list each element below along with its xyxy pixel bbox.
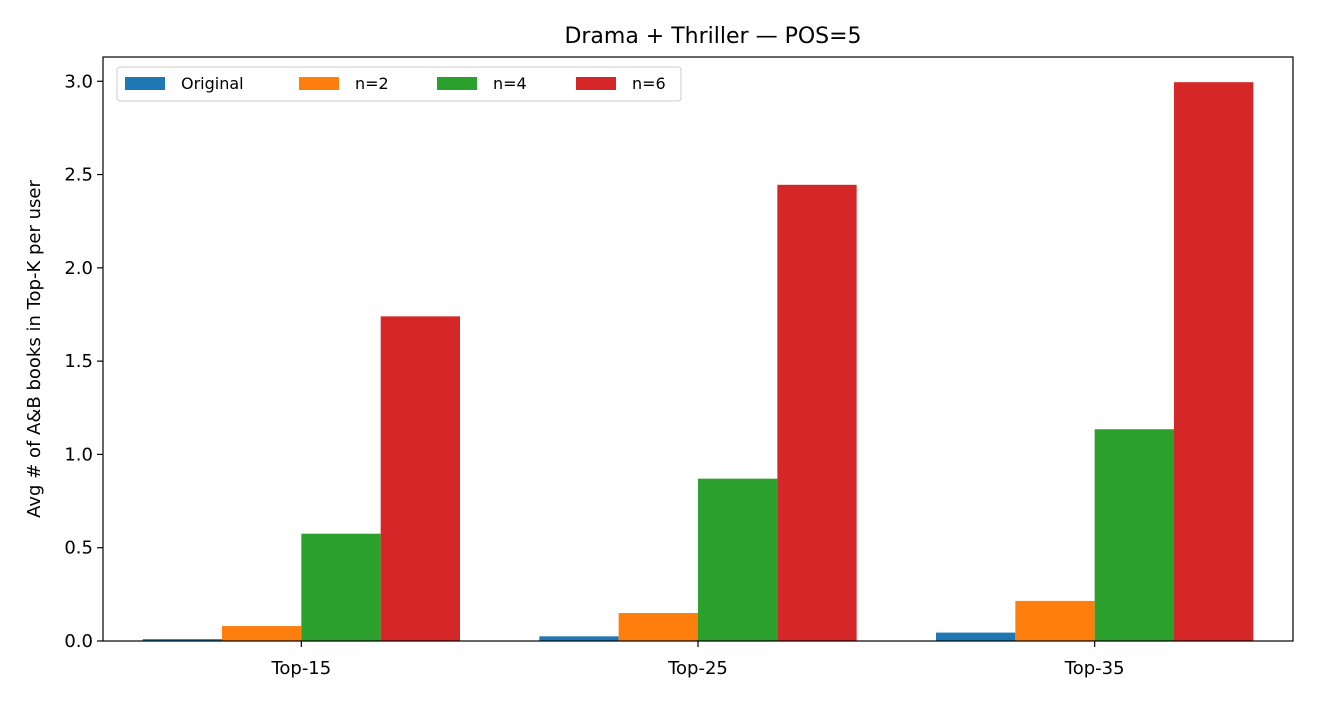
- y-tick-label: 1.5: [64, 351, 93, 372]
- legend-label: Original: [181, 74, 244, 93]
- bar-top-25-n6: [777, 184, 857, 641]
- x-tick-label: Top-35: [1064, 658, 1125, 679]
- y-tick-label: 3.0: [64, 71, 93, 92]
- legend-label: n=4: [493, 74, 527, 93]
- bar-top-35-original: [936, 632, 1016, 641]
- bar-top-25-n4: [698, 478, 778, 641]
- y-tick-label: 1.0: [64, 444, 93, 465]
- y-tick-label: 2.5: [64, 165, 93, 186]
- y-tick-label: 0.0: [64, 631, 93, 652]
- bar-top-35-n2: [1015, 600, 1095, 641]
- bar-top-35-n4: [1094, 429, 1174, 641]
- y-axis-label: Avg # of A&B books in Top-K per user: [24, 180, 45, 518]
- bar-top-15-n2: [222, 626, 302, 641]
- legend-swatch: [299, 77, 339, 90]
- legend: Original n=2 n=4 n=6: [116, 66, 682, 102]
- chart-title: Drama + Thriller — POS=5: [564, 24, 861, 49]
- x-tick-label: Top-15: [270, 658, 331, 679]
- y-tick-label: 2.0: [64, 258, 93, 279]
- y-tick-label: 0.5: [64, 538, 93, 559]
- x-tick-label: Top-25: [667, 658, 728, 679]
- bar-top-15-n6: [380, 316, 460, 641]
- legend-swatch: [125, 77, 165, 90]
- bar-top-25-original: [539, 636, 619, 641]
- legend-frame: [116, 66, 682, 102]
- plot-frame: [102, 56, 1294, 642]
- bar-top-35-n6: [1174, 82, 1254, 641]
- bars-group: [142, 82, 1254, 641]
- legend-swatch: [437, 77, 477, 90]
- bar-top-15-original: [142, 639, 222, 641]
- x-ticks-group: Top-15 Top-25 Top-35: [270, 641, 1125, 679]
- y-ticks-group: 0.0 0.5 1.0 1.5 2.0 2.5 3.0: [64, 71, 103, 652]
- legend-label: n=2: [355, 74, 389, 93]
- bar-top-25-n2: [618, 613, 698, 641]
- legend-label: n=6: [632, 74, 666, 93]
- legend-swatch: [576, 77, 616, 90]
- bar-top-15-n4: [301, 533, 381, 641]
